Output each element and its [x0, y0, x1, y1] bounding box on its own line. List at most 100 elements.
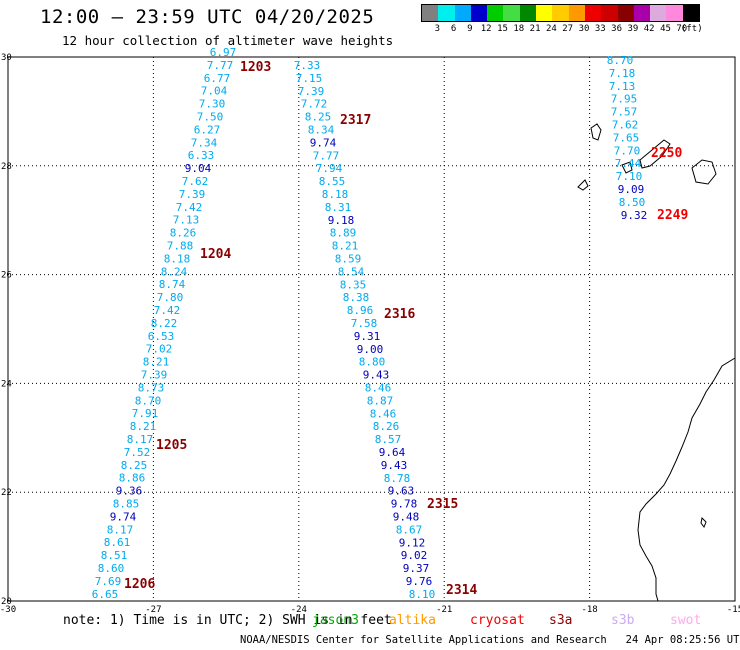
- wave-height-value: 9.74: [310, 136, 337, 149]
- legend-swatch: [650, 5, 667, 21]
- wave-height-value: 8.25: [121, 459, 148, 472]
- pass-time-label: 2250: [651, 146, 682, 161]
- legend-label: 36: [611, 24, 623, 34]
- wave-height-value: 8.51: [101, 549, 128, 562]
- wave-height-value: 7.42: [176, 201, 203, 214]
- island-la-palma: [590, 123, 602, 141]
- island-la-gomera: [621, 161, 633, 174]
- wave-height-value: 9.78: [391, 498, 418, 511]
- wave-height-value: 6.97: [210, 46, 237, 59]
- wave-height-value: 8.17: [107, 523, 134, 536]
- wave-height-value: 9.43: [363, 369, 390, 382]
- wave-height-value: 8.22: [151, 317, 178, 330]
- wave-height-value: 7.39: [298, 85, 325, 98]
- wave-height-value: 8.89: [330, 227, 357, 240]
- wave-height-value: 6.65: [92, 588, 119, 601]
- legend-label: 9: [467, 24, 473, 34]
- wave-height-value: 8.46: [370, 407, 397, 420]
- wave-height-value: 8.34: [308, 124, 335, 137]
- longitude-tick-label: -15: [727, 605, 740, 615]
- legend-swatch: [536, 5, 553, 21]
- wave-height-value: 8.54: [338, 265, 365, 278]
- wave-height-value: 9.74: [110, 510, 137, 523]
- wave-height-value: 8.17: [127, 433, 154, 446]
- wave-height-value: 8.26: [170, 227, 197, 240]
- wave-height-value: 8.38: [343, 291, 370, 304]
- wave-height-value: 8.70: [607, 54, 634, 67]
- satellite-label: s3a: [549, 613, 573, 628]
- latitude-tick-label: 28: [1, 162, 12, 172]
- wave-height-value: 8.86: [119, 472, 146, 485]
- legend-swatch: [487, 5, 504, 21]
- wave-height-value: 7.44: [615, 157, 642, 170]
- wave-height-value: 7.57: [611, 106, 638, 119]
- wave-height-value: 8.24: [161, 265, 188, 278]
- wave-height-value: 9.76: [406, 575, 433, 588]
- wave-height-value: 8.61: [104, 536, 131, 549]
- legend-swatch: [470, 5, 488, 21]
- timestamp-text: 24 Apr 08:25:56 UTC 2025: [625, 634, 740, 646]
- wave-height-value: 8.46: [365, 382, 392, 395]
- wave-height-value: 7.50: [197, 111, 224, 124]
- legend-swatch: [552, 5, 569, 21]
- legend-label: 15: [497, 24, 508, 34]
- wave-height-value: 8.85: [113, 498, 140, 511]
- wave-height-value: 7.95: [611, 93, 638, 106]
- wave-height-value: 9.18: [328, 214, 355, 227]
- pass-time-label: 2314: [446, 583, 477, 598]
- wave-height-value: 7.30: [199, 98, 226, 111]
- legend-swatch: [601, 5, 618, 21]
- wave-height-value: 7.10: [616, 170, 643, 183]
- legend-label: 33: [594, 24, 606, 34]
- pass-time-label: 1203: [240, 60, 271, 75]
- wave-height-value: 6.77: [204, 72, 231, 85]
- wave-height-value: 7.62: [612, 119, 639, 132]
- longitude-tick-label: -27: [145, 605, 161, 615]
- wave-height-value: 9.63: [388, 485, 415, 498]
- wave-height-value: 8.80: [359, 356, 386, 369]
- wave-height-value: 7.91: [132, 407, 159, 420]
- longitude-tick-label: -21: [436, 605, 452, 615]
- legend-swatch: [666, 5, 683, 21]
- wave-height-value: 8.50: [619, 196, 646, 209]
- wave-height-value: 8.31: [325, 201, 352, 214]
- legend-label: 6: [450, 24, 457, 34]
- map-subtitle: 12 hour collection of altimeter wave hei…: [62, 33, 394, 48]
- wave-height-value: 9.09: [618, 183, 645, 196]
- wave-height-legend: 3 6 9 12 15 18 21 24 27 30 33 36 39 42 45 70 (ft): [421, 4, 703, 36]
- legend-label: 18: [513, 24, 525, 34]
- wave-height-value: 8.74: [159, 278, 186, 291]
- wave-height-value: 9.00: [357, 343, 384, 356]
- wave-height-value: 6.53: [148, 330, 175, 343]
- wave-height-value: 7.88: [167, 240, 194, 253]
- legend-labels: 3 6 9 12 15 18 21 24 27 30 33 36 39 42 45 70 (ft): [421, 22, 703, 36]
- satellite-label: cryosat: [470, 613, 525, 628]
- legend-label: 24: [545, 24, 557, 34]
- legend-swatch: [438, 5, 455, 21]
- island-gran-canaria: [691, 159, 717, 185]
- longitude-tick-label: -30: [0, 605, 16, 615]
- pass-time-label: 1206: [124, 577, 155, 592]
- wave-height-value: 7.69: [95, 575, 122, 588]
- wave-height-value: 8.18: [322, 188, 349, 201]
- latitude-tick-label: 20: [1, 597, 12, 607]
- wave-height-value: 9.64: [379, 446, 406, 459]
- wave-height-value: 8.21: [143, 356, 170, 369]
- wave-height-value: 8.87: [367, 394, 394, 407]
- wave-height-value: 7.13: [609, 80, 636, 93]
- wave-height-value: 9.36: [116, 485, 143, 498]
- legend-label: 3: [434, 24, 441, 34]
- island-outline: [700, 516, 707, 529]
- wave-height-value: 7.80: [157, 291, 184, 304]
- wave-height-value: 8.21: [332, 240, 359, 253]
- map-title: 12:00 — 23:59 UTC 04/20/2025: [40, 6, 375, 28]
- legend-swatch: [568, 5, 585, 21]
- wave-height-value: 7.70: [614, 144, 641, 157]
- wave-height-value: 8.70: [135, 394, 162, 407]
- wave-height-value: 7.94: [316, 162, 343, 175]
- legend-label: (ft): [680, 24, 703, 34]
- wave-height-value: 8.18: [164, 252, 191, 265]
- pass-time-label: 1205: [156, 438, 187, 453]
- wave-height-value: 8.59: [335, 253, 362, 266]
- pass-time-label: 1204: [200, 247, 231, 262]
